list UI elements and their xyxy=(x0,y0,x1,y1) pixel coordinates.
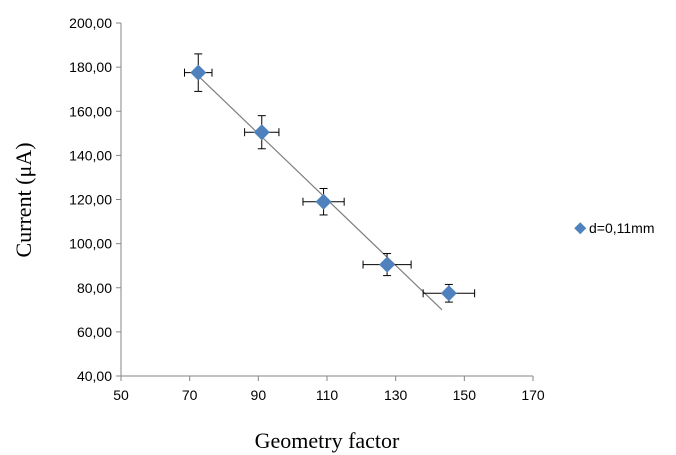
x-tick-label: 90 xyxy=(251,387,267,403)
y-tick-label: 120,00 xyxy=(69,192,112,208)
x-tick-label: 70 xyxy=(182,387,198,403)
x-tick-label: 170 xyxy=(521,387,545,403)
x-tick-label: 130 xyxy=(384,387,408,403)
x-axis-ticks xyxy=(120,376,534,381)
trendline-group xyxy=(197,75,443,311)
y-tick-label: 60,00 xyxy=(77,324,112,340)
data-points xyxy=(190,64,457,302)
data-point xyxy=(379,256,396,273)
legend: d=0,11mm xyxy=(574,220,655,236)
legend-marker xyxy=(574,222,587,235)
x-tick-label: 150 xyxy=(453,387,477,403)
data-point xyxy=(253,124,270,141)
y-tick-label: 40,00 xyxy=(77,368,112,384)
plot-area: 40,00 60,00 80,00 100,00 120,00 140,00 160,00 1… xyxy=(69,15,545,403)
x-axis-tick-labels: 50 70 90 110 130 150 170 xyxy=(113,387,545,403)
y-tick-label: 100,00 xyxy=(69,236,112,252)
data-point xyxy=(315,193,332,210)
y-axis-title: Current (μA) xyxy=(11,142,36,257)
y-tick-label: 140,00 xyxy=(69,147,112,163)
y-tick-label: 80,00 xyxy=(77,280,112,296)
y-axis-tick-labels: 40,00 60,00 80,00 100,00 120,00 140,00 160,00 1… xyxy=(69,15,112,384)
x-axis-title: Geometry factor xyxy=(255,428,400,453)
data-point xyxy=(190,64,207,81)
y-tick-label: 180,00 xyxy=(69,59,112,75)
y-tick-label: 160,00 xyxy=(69,103,112,119)
legend-label: d=0,11mm xyxy=(589,220,655,236)
y-axis-ticks xyxy=(116,22,121,377)
x-tick-label: 110 xyxy=(316,387,339,403)
y-tick-label: 200,00 xyxy=(69,15,112,31)
trendline xyxy=(197,75,443,311)
x-tick-label: 50 xyxy=(113,387,129,403)
error-bars xyxy=(184,53,476,303)
data-point xyxy=(440,285,457,302)
